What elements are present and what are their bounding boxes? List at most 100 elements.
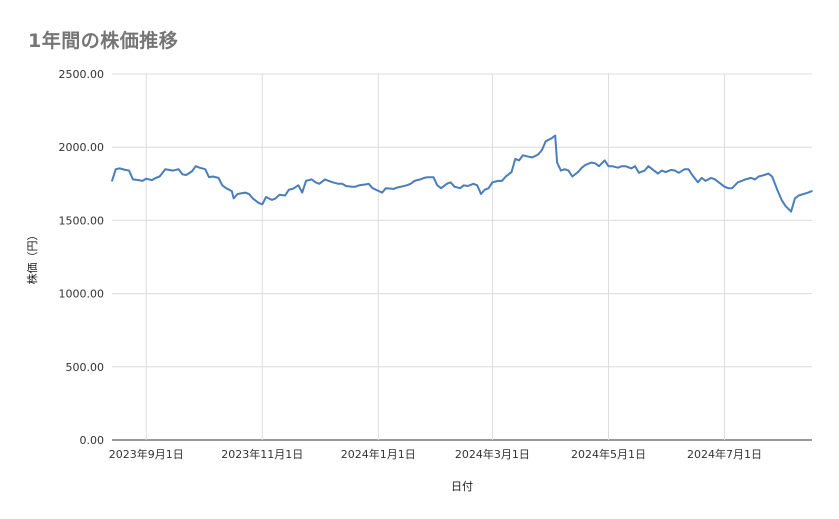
data-point xyxy=(459,187,461,189)
data-point xyxy=(358,184,361,187)
data-point xyxy=(396,186,399,189)
data-point xyxy=(128,169,130,172)
x-tick-label: 2024年5月1日 xyxy=(571,447,646,461)
data-point xyxy=(497,180,499,182)
data-point xyxy=(252,197,254,200)
data-point xyxy=(301,191,304,194)
data-point xyxy=(297,184,300,187)
data-point xyxy=(607,165,610,167)
data-point xyxy=(563,168,566,170)
data-point xyxy=(480,193,482,195)
data-point xyxy=(132,178,134,181)
data-point xyxy=(603,159,606,162)
data-point xyxy=(164,168,167,170)
y-tick-label: 1500.00 xyxy=(59,214,105,227)
data-point xyxy=(522,154,524,157)
data-point xyxy=(621,165,623,167)
data-point xyxy=(198,166,201,169)
data-point xyxy=(345,185,347,187)
data-point xyxy=(118,167,121,170)
data-point xyxy=(274,197,277,200)
data-point xyxy=(232,197,235,200)
data-point xyxy=(314,181,317,184)
data-point xyxy=(427,176,429,178)
data-point xyxy=(158,175,161,178)
data-point xyxy=(757,175,760,178)
data-point xyxy=(714,178,716,181)
data-point xyxy=(145,177,147,180)
data-point xyxy=(577,171,579,173)
data-point xyxy=(531,156,534,159)
data-point xyxy=(440,187,442,189)
data-point xyxy=(647,165,650,167)
data-point xyxy=(740,180,743,182)
data-point xyxy=(423,177,425,179)
data-point xyxy=(491,181,494,184)
data-point xyxy=(328,180,330,182)
data-point xyxy=(172,169,174,172)
data-point xyxy=(354,185,357,188)
y-tick-label: 500.00 xyxy=(66,361,105,374)
data-point xyxy=(584,164,587,166)
data-point xyxy=(541,149,543,151)
data-point xyxy=(777,190,779,192)
data-point xyxy=(617,166,619,169)
data-point xyxy=(248,193,250,195)
data-point xyxy=(780,199,783,201)
data-point xyxy=(581,166,583,169)
data-point xyxy=(168,169,170,171)
data-point xyxy=(687,168,690,170)
data-point xyxy=(704,180,707,182)
data-point xyxy=(731,187,733,189)
x-axis-title: 日付 xyxy=(451,480,473,493)
data-point xyxy=(670,169,672,171)
data-point xyxy=(697,181,699,184)
data-point xyxy=(265,196,267,198)
data-point xyxy=(723,185,726,188)
data-point xyxy=(537,153,539,156)
data-point xyxy=(472,183,475,185)
series-line xyxy=(111,134,813,213)
data-point xyxy=(550,137,553,140)
data-point xyxy=(111,180,113,182)
y-tick-label: 1000.00 xyxy=(59,288,105,301)
data-point xyxy=(419,178,422,181)
y-tick-label: 2000.00 xyxy=(59,141,105,154)
data-point xyxy=(691,174,693,176)
data-point xyxy=(261,203,264,206)
data-point xyxy=(767,172,770,175)
data-point xyxy=(337,183,340,185)
data-point xyxy=(556,161,558,164)
data-point xyxy=(177,168,180,170)
data-point xyxy=(310,178,313,181)
data-point xyxy=(221,184,224,187)
data-point xyxy=(771,175,773,178)
data-point xyxy=(763,174,766,176)
data-point xyxy=(750,177,752,179)
data-point xyxy=(284,194,286,197)
data-point xyxy=(638,172,640,174)
data-point xyxy=(406,184,408,187)
data-point xyxy=(341,183,344,185)
data-point xyxy=(807,191,809,194)
y-tick-label: 0.00 xyxy=(80,434,105,447)
data-point xyxy=(204,168,206,170)
data-point xyxy=(754,178,756,181)
data-point xyxy=(137,179,140,181)
data-point xyxy=(446,183,448,185)
data-point xyxy=(194,165,197,167)
data-point xyxy=(567,169,570,172)
y-axis-title: 株価（円） xyxy=(25,230,39,285)
data-point xyxy=(385,187,387,189)
data-point xyxy=(514,158,517,160)
data-point xyxy=(288,188,290,191)
data-point xyxy=(463,184,465,187)
data-point xyxy=(449,181,452,184)
data-point xyxy=(794,197,796,200)
data-point xyxy=(518,159,520,162)
data-point xyxy=(674,169,676,172)
x-tick-label: 2024年1月1日 xyxy=(341,447,416,461)
data-point xyxy=(181,173,184,176)
chart-title: 1年間の株価推移 xyxy=(28,30,179,52)
data-point xyxy=(124,169,127,171)
